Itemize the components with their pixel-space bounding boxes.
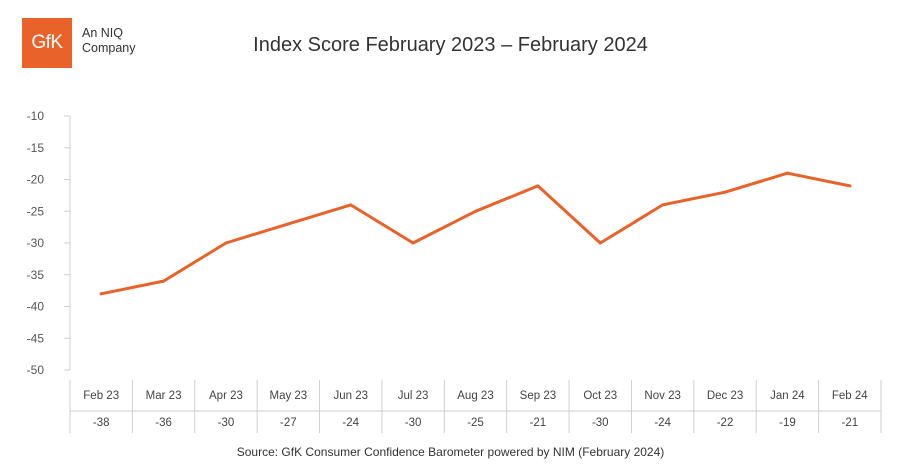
x-category-label: Jun 23 [333,390,368,402]
data-value-label: -30 [405,417,422,429]
data-value-label: -21 [841,417,858,429]
data-value-label: -36 [155,417,172,429]
y-tick-label: -10 [27,109,45,123]
data-value-label: -19 [779,417,796,429]
y-tick-label: -45 [27,331,45,345]
data-point [411,241,415,245]
y-tick-label: -30 [27,236,45,250]
data-point [536,184,540,188]
data-value-label: -21 [530,417,547,429]
x-category-label: May 23 [269,390,307,402]
y-tick-label: -35 [27,268,45,282]
x-category-label: Aug 23 [457,390,493,402]
y-tick-label: -40 [27,300,45,314]
data-value-label: -38 [93,417,110,429]
data-point [286,222,290,226]
x-category-label: Mar 23 [146,390,182,402]
data-point [349,203,353,207]
logo-sub-line2: Company [82,41,136,55]
gfk-logo: GfK [22,18,72,68]
chart-title: Index Score February 2023 – February 202… [253,34,648,56]
x-category-label: Apr 23 [209,390,243,402]
logo-mark: GfK [31,32,63,53]
data-point [848,184,852,188]
data-value-label: -30 [218,417,235,429]
logo-sub-line1: An NIQ [82,26,123,40]
x-category-label: Feb 23 [83,390,119,402]
data-value-label: -30 [592,417,609,429]
logo-subtitle: An NIQ Company [82,26,136,56]
x-category-label: Jul 23 [398,390,429,402]
data-point [785,171,789,175]
data-value-label: -24 [654,417,671,429]
x-category-label: Jan 24 [770,390,805,402]
data-value-label: -27 [280,417,297,429]
data-point [162,279,166,283]
data-point [598,241,602,245]
data-point [723,190,727,194]
x-category-label: Oct 23 [583,390,617,402]
data-point [474,209,477,213]
y-tick-label: -50 [27,363,45,377]
x-category-label: Nov 23 [644,390,680,402]
data-value-label: -22 [717,417,734,429]
x-category-label: Feb 24 [832,390,868,402]
data-point [99,292,103,296]
series-line [99,171,852,296]
data-value-label: -25 [467,417,484,429]
data-value-label: -24 [342,417,359,429]
y-tick-label: -25 [27,204,45,218]
x-category-label: Sep 23 [520,390,556,402]
y-tick-label: -20 [27,173,45,187]
x-category-label: Dec 23 [707,390,743,402]
data-point [224,241,228,245]
y-tick-label: -15 [27,141,45,155]
data-point [661,203,665,207]
source-note: Source: GfK Consumer Confidence Baromete… [236,445,665,459]
